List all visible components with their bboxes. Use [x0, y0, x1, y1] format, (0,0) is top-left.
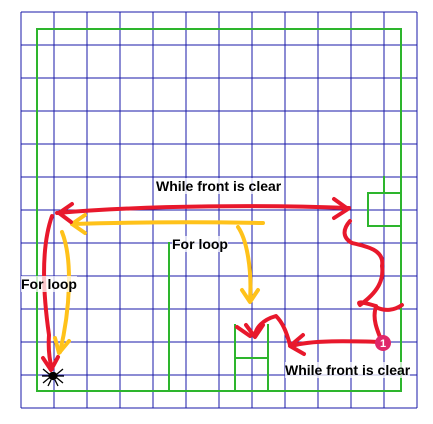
- yellow-arrowhead: [70, 213, 87, 235]
- red-path-segment: [253, 314, 292, 347]
- red-arrowhead: [41, 355, 60, 372]
- red-path-segment: [42, 214, 54, 371]
- red-arrowhead: [244, 323, 265, 339]
- yellow-arrowhead: [53, 336, 71, 355]
- red-arrowhead: [332, 197, 350, 220]
- yellow-path-top: [70, 220, 265, 226]
- label-bottom-while-loop: While front is clear: [285, 362, 411, 378]
- red-arrowhead: [57, 202, 74, 224]
- spider-icon: [42, 368, 64, 387]
- start-marker: 1: [375, 335, 391, 351]
- start-circle: [375, 335, 391, 351]
- red-path-segment: [235, 325, 252, 338]
- yellow-route: [53, 213, 265, 355]
- label-middle-for-loop: For loop: [172, 236, 228, 252]
- outer-wall: [36, 28, 402, 392]
- grid-lines: [20, 11, 418, 409]
- red-path-segment: [290, 339, 384, 348]
- label-left-for-loop: For loop: [21, 276, 77, 292]
- start-number: 1: [380, 338, 386, 350]
- yellow-path-middle: [236, 225, 253, 302]
- yellow-path-left: [58, 230, 71, 354]
- red-path-segment: [55, 204, 351, 215]
- maze-walls: [36, 28, 402, 392]
- yellow-arrowhead: [240, 288, 260, 304]
- red-route: [41, 197, 404, 372]
- label-top-while-loop: While front is clear: [156, 178, 282, 194]
- red-path-segment: [342, 219, 385, 308]
